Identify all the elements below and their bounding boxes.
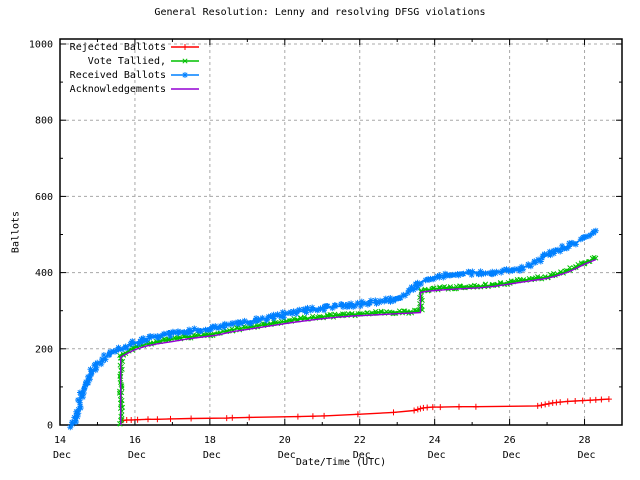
series-acknowledgements [120, 258, 597, 425]
x-tick-month-label: Dec [53, 450, 71, 461]
legend-label-received-ballots: Received Ballots [69, 69, 166, 81]
legend-row-vote-tallied: Vote Tallied, [66, 54, 200, 68]
legend-sample-received-ballots-line-icon [171, 72, 199, 78]
y-tick-label: 1000 [29, 40, 53, 51]
x-tick-day-label: 18 [204, 435, 216, 446]
legend-row-acknowledgements: Acknowledgements [66, 82, 200, 96]
x-tick-month-label: Dec [503, 450, 521, 461]
axis-ticks [59, 39, 622, 425]
y-tick-label: 600 [35, 192, 53, 203]
legend: Rejected Ballots Vote Tallied, Received … [66, 40, 200, 96]
x-tick-day-label: 24 [429, 435, 441, 446]
x-tick-day-label: 28 [579, 435, 591, 446]
x-tick-month-label: Dec [353, 450, 371, 461]
tick-labels: 14 Dec 16 Dec 18 Dec 20 Dec 22 Dec 24 Dec 26 Dec 28 Dec… [29, 40, 596, 462]
x-tick-month-label: Dec [428, 450, 446, 461]
x-tick-day-label: 22 [354, 435, 366, 446]
x-tick-month-label: Dec [578, 450, 596, 461]
x-tick-day-label: 26 [504, 435, 516, 446]
y-tick-label: 400 [35, 268, 53, 279]
y-tick-label: 200 [35, 344, 53, 355]
legend-label-rejected-ballots: Rejected Ballots [69, 41, 166, 53]
y-tick-label: 0 [47, 421, 53, 432]
legend-sample-acknowledgements-line-icon [171, 88, 199, 90]
x-tick-day-label: 14 [54, 435, 66, 446]
legend-row-rejected-ballots: Rejected Ballots [66, 40, 200, 54]
legend-label-acknowledgements: Acknowledgements [69, 83, 166, 95]
legend-sample-rejected-ballots-line-icon [171, 44, 199, 50]
legend-sample-vote-tallied-line-icon [171, 58, 199, 64]
legend-row-received-ballots: Received Ballots [66, 68, 200, 82]
legend-label-vote-tallied: Vote Tallied, [87, 55, 166, 67]
plot-border [59, 38, 623, 426]
y-axis-label: Ballots [10, 210, 22, 254]
x-tick-month-label: Dec [278, 450, 296, 461]
y-tick-label: 800 [35, 116, 53, 127]
x-tick-month-label: Dec [128, 450, 146, 461]
x-axis-label: Date/Time (UTC) [295, 457, 387, 468]
chart-title: General Resolution: Lenny and resolving … [154, 7, 486, 18]
x-tick-month-label: Dec [203, 450, 221, 461]
x-tick-day-label: 16 [129, 435, 141, 446]
series-received-ballots [67, 227, 599, 431]
series-rejected-ballots [119, 396, 612, 424]
grid-lines [60, 39, 622, 425]
x-tick-day-label: 20 [279, 435, 291, 446]
